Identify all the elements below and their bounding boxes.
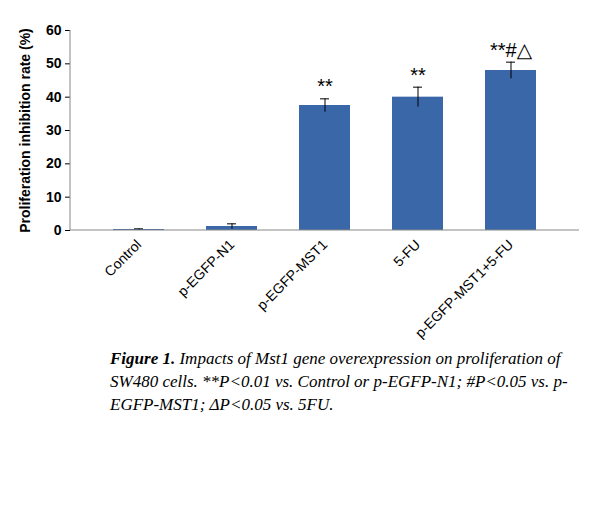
svg-text:0: 0 xyxy=(54,222,62,238)
svg-text:**#△: **#△ xyxy=(490,39,533,61)
svg-text:40: 40 xyxy=(46,89,62,105)
svg-text:50: 50 xyxy=(46,55,62,71)
svg-text:p-EGFP-N1: p-EGFP-N1 xyxy=(174,236,237,299)
svg-text:20: 20 xyxy=(46,155,62,171)
svg-text:60: 60 xyxy=(46,22,62,38)
svg-text:30: 30 xyxy=(46,122,62,138)
html-text:Figure 1. Impacts of Mst1 gene: Figure 1. Impacts of Mst1 gene overexpre… xyxy=(110,349,568,414)
svg-text:10: 10 xyxy=(46,189,62,205)
svg-text:p-EGFP-MST1+5-FU: p-EGFP-MST1+5-FU xyxy=(412,236,517,340)
svg-text:Proliferation inhibition rate: Proliferation inhibition rate (%) xyxy=(17,28,33,233)
svg-text:5-FU: 5-FU xyxy=(390,236,423,269)
svg-text:**: ** xyxy=(410,64,426,86)
svg-text:**: ** xyxy=(317,75,333,97)
svg-text:p-EGFP-MST1: p-EGFP-MST1 xyxy=(254,236,331,313)
svg-text:Control: Control xyxy=(101,236,144,279)
